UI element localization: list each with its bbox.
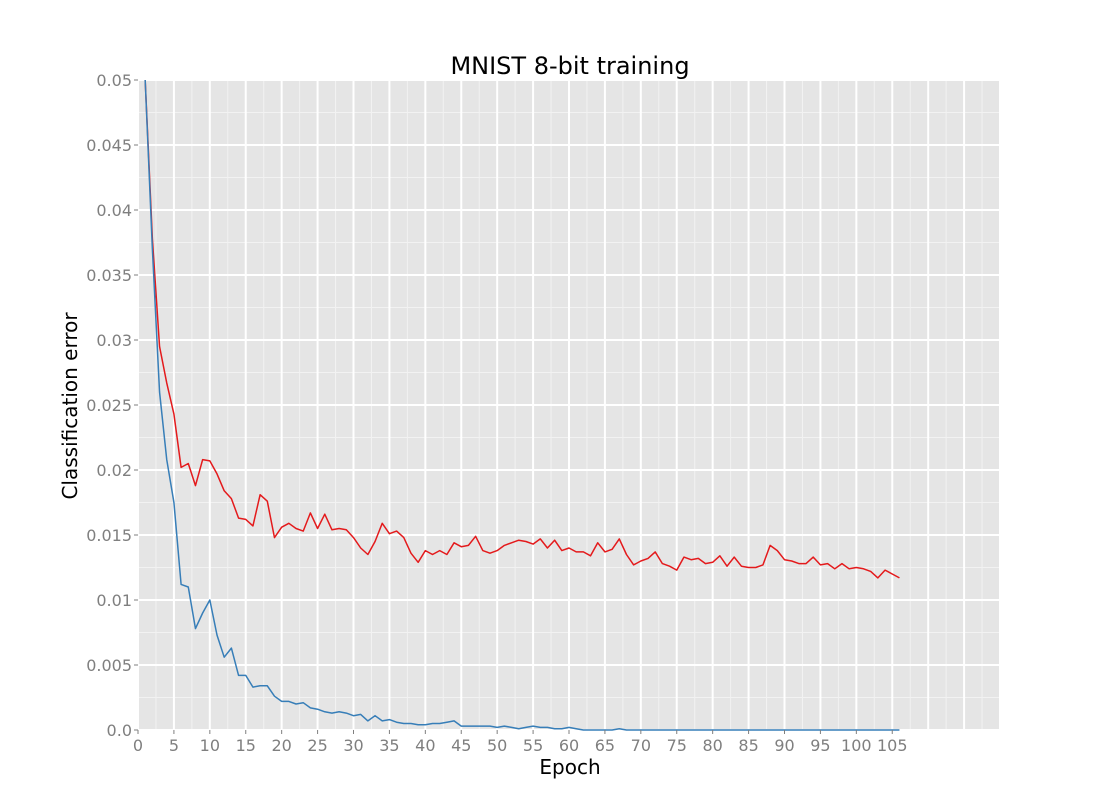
x-tick-label: 100	[841, 736, 872, 755]
y-tick-label: 0.0	[107, 721, 132, 740]
series-line-2	[144, 79, 900, 731]
x-tick-label: 15	[236, 736, 256, 755]
x-tick-label: 95	[810, 736, 830, 755]
series-layer	[144, 79, 900, 731]
y-tick-label: 0.005	[86, 656, 132, 675]
x-tick-label: 20	[271, 736, 291, 755]
x-tick-label: 75	[667, 736, 687, 755]
y-tick-label: 0.04	[96, 201, 132, 220]
x-tick-label: 70	[631, 736, 651, 755]
x-tick-label: 0	[133, 736, 143, 755]
x-tick-label: 50	[487, 736, 507, 755]
x-tick-label: 90	[774, 736, 794, 755]
x-tick-label: 45	[451, 736, 471, 755]
y-tick-label: 0.02	[96, 461, 132, 480]
x-tick-label: 65	[595, 736, 615, 755]
x-tick-label: 40	[415, 736, 435, 755]
y-tick-label: 0.03	[96, 331, 132, 350]
y-tick-label: 0.025	[86, 396, 132, 415]
x-tick-label: 85	[738, 736, 758, 755]
series-line-1	[144, 79, 900, 579]
x-axis-title: Epoch	[539, 755, 600, 779]
x-tick-label: 80	[702, 736, 722, 755]
x-tick-label: 25	[307, 736, 327, 755]
y-axis-ticks: 0.0 0.005 0.01 0.015 0.02 0.025 0.03 0.035 0.04 0…	[86, 71, 138, 740]
major-grid	[137, 79, 1001, 731]
y-tick-label: 0.05	[96, 71, 132, 90]
x-axis-ticks: 0 5 10 15 20 25 30 35 40 45 50 55 60 65 70 75 80 85 90 95 10…	[133, 730, 908, 755]
chart-title: MNIST 8-bit training	[450, 52, 689, 80]
x-tick-label: 35	[379, 736, 399, 755]
y-tick-label: 0.045	[86, 136, 132, 155]
y-tick-label: 0.01	[96, 591, 132, 610]
x-tick-label: 30	[343, 736, 363, 755]
x-tick-label: 5	[169, 736, 179, 755]
y-tick-label: 0.015	[86, 526, 132, 545]
x-tick-label: 60	[559, 736, 579, 755]
y-tick-label: 0.035	[86, 266, 132, 285]
x-tick-label: 105	[877, 736, 908, 755]
y-axis-title: Classification error	[58, 312, 82, 500]
x-tick-label: 55	[523, 736, 543, 755]
x-tick-label: 10	[200, 736, 220, 755]
